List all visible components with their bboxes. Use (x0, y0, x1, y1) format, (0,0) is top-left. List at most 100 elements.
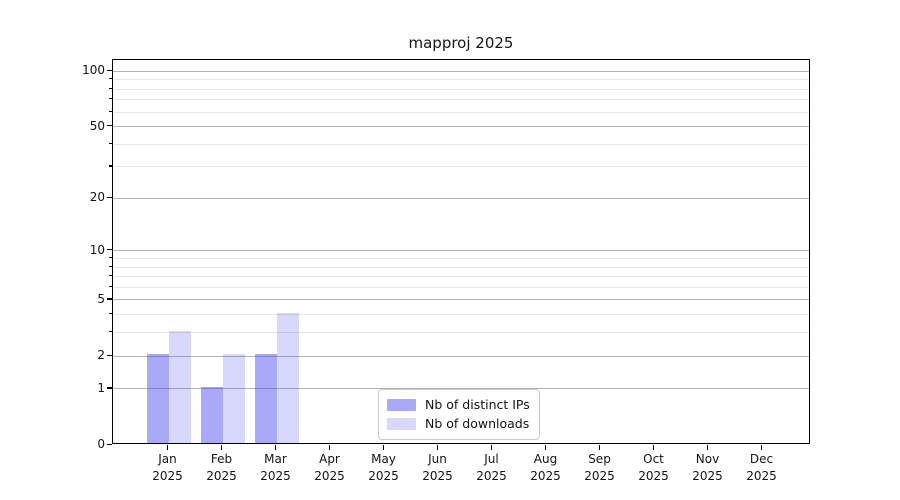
x-axis-tick-label: Feb 2025 (192, 451, 252, 485)
x-tick-year: 2025 (476, 469, 507, 483)
gridline-major (113, 126, 809, 128)
x-tick-mark (653, 445, 655, 450)
y-tick-mark (107, 69, 112, 71)
x-tick-month: Aug (533, 452, 558, 466)
gridline-minor (113, 266, 809, 268)
y-tick-mark (107, 354, 112, 356)
x-tick-year: 2025 (584, 469, 615, 483)
gridline-minor (113, 166, 809, 168)
x-tick-month: Nov (695, 452, 720, 466)
bar-distinct-ips (200, 386, 223, 443)
x-axis-tick-label: Jun 2025 (408, 451, 468, 485)
gridline-minor (113, 143, 809, 145)
x-tick-month: Jun (428, 452, 447, 466)
x-tick-year: 2025 (152, 469, 183, 483)
x-tick-month: Apr (319, 452, 340, 466)
gridline-major (113, 70, 809, 72)
gridline-minor (113, 314, 809, 316)
x-axis-tick-label: Aug 2025 (516, 451, 576, 485)
y-minor-tick-mark (109, 87, 112, 89)
gridline-major (113, 250, 809, 252)
y-tick-mark (107, 125, 112, 127)
y-tick-mark (107, 387, 112, 389)
x-axis-tick-label: Jul 2025 (462, 451, 522, 485)
bar-downloads (168, 330, 191, 443)
x-axis-tick-label: May 2025 (354, 451, 414, 485)
x-tick-year: 2025 (260, 469, 291, 483)
plot-area: Nb of distinct IPs Nb of downloads (112, 59, 810, 444)
bar-distinct-ips (146, 354, 169, 443)
x-axis-tick-label: Apr 2025 (300, 451, 360, 485)
x-tick-mark (491, 445, 493, 450)
x-tick-year: 2025 (692, 469, 723, 483)
gridline-minor (113, 99, 809, 101)
x-tick-mark (761, 445, 763, 450)
y-tick-mark (107, 298, 112, 300)
y-minor-tick-mark (109, 313, 112, 315)
chart-title: mapproj 2025 (408, 34, 514, 52)
bar-downloads (276, 312, 299, 443)
gridline-minor (113, 111, 809, 113)
x-tick-mark (167, 445, 169, 450)
legend-entry: Nb of distinct IPs (387, 395, 530, 414)
x-tick-year: 2025 (368, 469, 399, 483)
y-minor-tick-mark (109, 98, 112, 100)
x-tick-month: Jan (158, 452, 177, 466)
x-tick-month: Dec (749, 452, 774, 466)
legend-entry: Nb of downloads (387, 414, 530, 433)
y-minor-tick-mark (109, 331, 112, 333)
gridline-minor (113, 276, 809, 278)
x-tick-mark (329, 445, 331, 450)
x-tick-month: Sep (588, 452, 611, 466)
y-minor-tick-mark (109, 257, 112, 259)
y-axis-tick-label: 0 (97, 437, 105, 451)
x-axis-tick-label: Dec 2025 (732, 451, 792, 485)
y-axis-tick-label: 50 (89, 118, 105, 133)
x-tick-year: 2025 (206, 469, 237, 483)
x-axis-tick-label: Nov 2025 (678, 451, 738, 485)
gridline-major (113, 355, 809, 357)
x-tick-mark (545, 445, 547, 450)
legend-swatch-distinct-ips (387, 398, 416, 411)
x-tick-mark (383, 445, 385, 450)
x-tick-month: Oct (643, 452, 664, 466)
x-tick-mark (275, 445, 277, 450)
x-tick-month: Mar (264, 452, 287, 466)
y-axis-tick-label: 100 (82, 63, 105, 78)
y-tick-mark (107, 196, 112, 199)
x-tick-year: 2025 (314, 469, 345, 483)
legend-label: Nb of distinct IPs (425, 397, 530, 412)
x-tick-mark (437, 445, 439, 450)
legend: Nb of distinct IPs Nb of downloads (378, 389, 540, 440)
legend-label: Nb of downloads (425, 416, 530, 431)
x-tick-year: 2025 (746, 469, 777, 483)
y-minor-tick-mark (109, 110, 112, 112)
gridline-minor (113, 88, 809, 90)
x-axis-tick-label: Jan 2025 (138, 451, 198, 485)
x-axis-tick-label: Sep 2025 (570, 451, 630, 485)
gridline-minor (113, 258, 809, 259)
gridline-major (113, 299, 809, 301)
gridline-minor (113, 286, 809, 288)
y-minor-tick-mark (109, 265, 112, 267)
x-tick-month: Jul (484, 452, 499, 466)
x-tick-mark (707, 445, 709, 450)
x-tick-mark (221, 445, 223, 450)
x-tick-year: 2025 (530, 469, 561, 483)
y-minor-tick-mark (109, 165, 112, 167)
gridline-minor (113, 332, 809, 334)
x-axis-tick-label: Mar 2025 (246, 451, 306, 485)
y-minor-tick-mark (109, 78, 112, 80)
x-axis-tick-label: Oct 2025 (624, 451, 684, 485)
gridline-minor (113, 79, 809, 81)
y-axis-tick-label: 20 (89, 190, 105, 205)
y-minor-tick-mark (109, 285, 112, 288)
y-axis-tick-label: 1 (97, 380, 105, 395)
y-axis-tick-label: 10 (89, 242, 105, 257)
y-axis-tick-label: 5 (97, 291, 105, 306)
y-minor-tick-mark (109, 275, 112, 277)
bar-downloads (222, 354, 245, 443)
gridline-major (113, 197, 809, 199)
y-tick-mark (107, 249, 112, 251)
